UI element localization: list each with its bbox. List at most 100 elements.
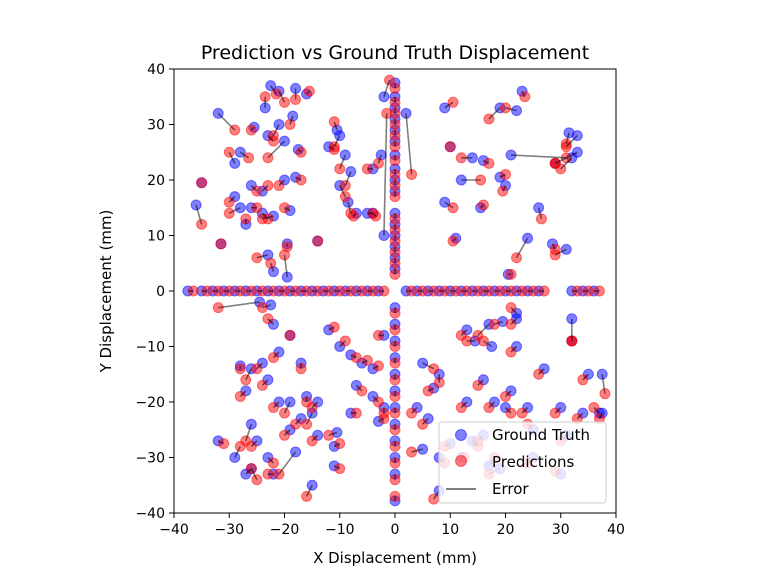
error-line: [294, 418, 302, 425]
error-line: [488, 107, 501, 120]
error-line: [502, 185, 507, 192]
error-line: [483, 159, 490, 165]
error-line: [250, 440, 258, 447]
legend-label-error: Error: [492, 480, 529, 498]
error-line: [554, 248, 567, 256]
error-line: [422, 362, 435, 370]
y-tick-label: 20: [147, 173, 165, 189]
error-line: [272, 401, 280, 409]
error-line: [328, 431, 338, 437]
error-line: [283, 254, 289, 278]
error-line: [510, 345, 518, 353]
error-line: [305, 412, 313, 425]
error-line: [504, 390, 512, 398]
error-line: [261, 379, 269, 386]
x-tick-label: −40: [159, 522, 189, 538]
error-line: [344, 171, 352, 186]
error-line: [228, 151, 236, 164]
y-tick-label: 40: [147, 62, 165, 78]
y-tick-label: −30: [135, 451, 165, 467]
chart-title: Prediction vs Ground Truth Displacement: [201, 42, 589, 64]
error-line: [333, 442, 341, 448]
x-axis-label: X Displacement (mm): [313, 549, 477, 567]
error-line: [228, 207, 241, 215]
error-line: [377, 154, 382, 164]
error-line: [278, 90, 286, 103]
error-line: [538, 368, 545, 375]
x-tick-label: −30: [214, 522, 244, 538]
error-line: [494, 320, 503, 326]
error-line: [372, 395, 379, 403]
error-line: [311, 401, 319, 409]
error-line: [339, 154, 347, 170]
error-line: [383, 113, 388, 236]
error-line: [593, 406, 600, 414]
error-line: [361, 359, 368, 364]
y-tick-label: −10: [135, 340, 165, 356]
error-line: [289, 115, 294, 125]
error-line: [372, 365, 379, 370]
error-line: [311, 434, 319, 442]
error-line: [521, 90, 526, 98]
error-line: [256, 362, 263, 370]
error-line: [554, 406, 562, 414]
error-line: [378, 417, 385, 423]
error-line: [278, 179, 286, 187]
error-line: [305, 484, 313, 497]
error-line: [411, 406, 418, 414]
error-line: [422, 418, 429, 425]
error-line: [510, 307, 518, 314]
x-tick-label: 20: [497, 522, 515, 538]
error-line: [352, 212, 357, 217]
error-line: [234, 446, 242, 458]
error-line: [245, 468, 252, 475]
error-line: [339, 185, 346, 198]
error-line: [433, 490, 440, 500]
error-lines: [187, 79, 606, 501]
error-line: [333, 121, 338, 131]
prediction-point: [444, 141, 456, 153]
error-line: [195, 204, 203, 225]
error-line: [256, 254, 269, 259]
prediction-point: [312, 235, 324, 247]
y-tick-label: −40: [135, 506, 165, 522]
error-line: [565, 135, 578, 148]
error-line: [239, 151, 250, 159]
error-line: [444, 101, 454, 109]
error-line: [515, 237, 529, 259]
error-line: [217, 112, 236, 131]
x-tick-label: −20: [270, 522, 300, 538]
x-tick-label: 40: [607, 522, 625, 538]
error-line: [347, 202, 352, 214]
error-line: [460, 329, 468, 336]
error-line: [411, 448, 423, 453]
error-line: [306, 90, 310, 95]
error-line: [269, 262, 275, 272]
error-line: [267, 135, 275, 142]
error-line: [510, 154, 567, 159]
y-tick-label: 10: [147, 229, 165, 245]
error-line: [350, 354, 357, 359]
error-line: [328, 145, 335, 151]
prediction-point: [284, 329, 296, 341]
error-line: [427, 387, 435, 392]
error-line: [477, 379, 484, 386]
error-line: [482, 340, 493, 348]
error-line: [270, 85, 277, 95]
y-tick-label: −20: [135, 395, 165, 411]
legend-marker-predictions: [455, 455, 467, 467]
error-line: [510, 318, 518, 325]
chart-marks: [182, 74, 611, 507]
x-tick-label: −10: [325, 522, 355, 538]
legend-label-ground-truth: Ground Truth: [492, 426, 590, 444]
error-line: [504, 406, 512, 414]
error-line: [499, 173, 506, 178]
error-line: [295, 176, 302, 181]
error-line: [218, 301, 260, 309]
error-line: [261, 184, 269, 192]
error-line: [405, 113, 413, 175]
error-line: [452, 237, 457, 242]
x-tick-label: 10: [441, 522, 459, 538]
error-line: [480, 204, 484, 209]
error-line: [582, 373, 589, 381]
